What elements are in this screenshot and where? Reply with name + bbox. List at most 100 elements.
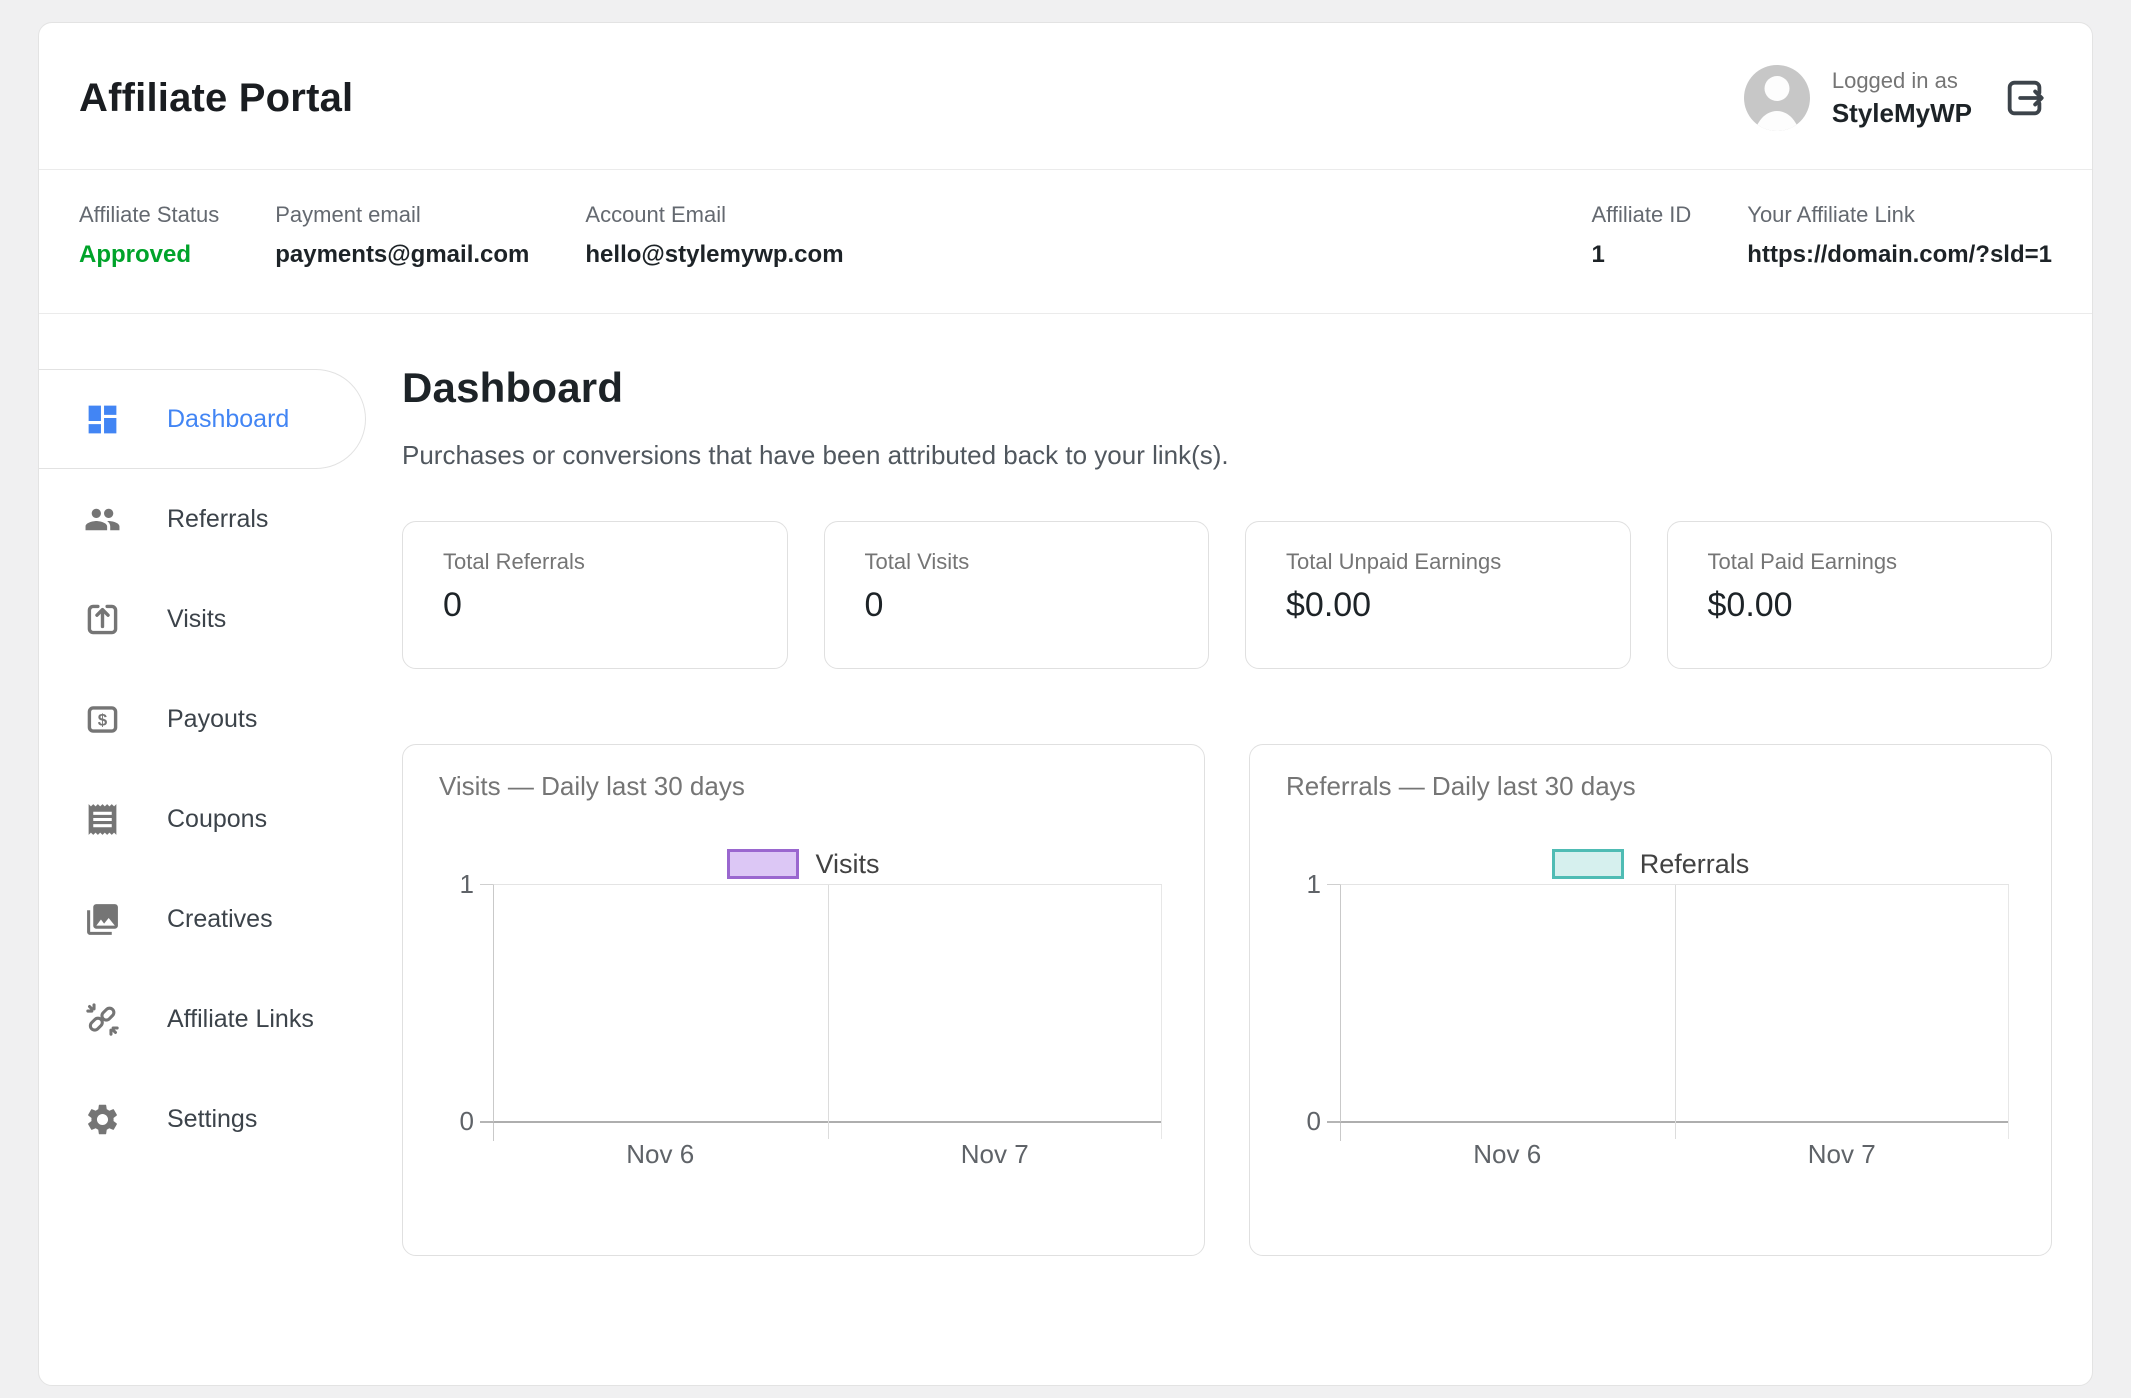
chart-legend: Visits xyxy=(439,846,1168,882)
affiliate-id-field: Affiliate ID 1 xyxy=(1591,202,1691,269)
logged-in-label: Logged in as xyxy=(1832,68,1972,94)
chart-title: Referrals — Daily last 30 days xyxy=(1286,771,2015,802)
x-axis-labels: Nov 6 Nov 7 xyxy=(493,1139,1162,1170)
sidebar-item-payouts[interactable]: $ Payouts xyxy=(39,669,366,769)
charts-row: Visits — Daily last 30 days Visits 1 0 xyxy=(402,744,2052,1256)
stat-value: $0.00 xyxy=(1286,586,1590,625)
main-content: Dashboard Purchases or conversions that … xyxy=(402,314,2092,1256)
dashboard-icon xyxy=(84,401,121,438)
affiliate-id-label: Affiliate ID xyxy=(1591,202,1691,228)
vertical-gridline xyxy=(1161,885,1162,1139)
people-icon xyxy=(84,501,121,538)
y-axis-tick xyxy=(1327,1121,1340,1123)
sidebar-item-label: Affiliate Links xyxy=(167,1005,314,1034)
sidebar-item-settings[interactable]: Settings xyxy=(39,1069,366,1169)
broken-link-icon xyxy=(84,1001,121,1038)
sidebar: Dashboard Referrals Visits xyxy=(39,314,402,1209)
x-axis-tick xyxy=(493,1123,494,1141)
stat-label: Total Paid Earnings xyxy=(1708,549,2012,575)
account-email-field: Account Email hello@stylemywp.com xyxy=(585,202,843,269)
affiliate-status-field: Affiliate Status Approved xyxy=(79,202,219,269)
sidebar-item-affiliate-links[interactable]: Affiliate Links xyxy=(39,969,366,1069)
x-axis-tick-label: Nov 7 xyxy=(1675,1139,2010,1170)
stat-label: Total Unpaid Earnings xyxy=(1286,549,1590,575)
affiliate-link-value: https://domain.com/?sld=1 xyxy=(1747,241,2052,269)
legend-label: Referrals xyxy=(1640,849,1750,880)
legend-swatch xyxy=(1552,849,1624,879)
account-email-label: Account Email xyxy=(585,202,843,228)
app-title: Affiliate Portal xyxy=(79,76,353,121)
dollar-card-icon: $ xyxy=(84,701,121,738)
sidebar-item-label: Visits xyxy=(167,605,226,634)
stat-label: Total Referrals xyxy=(443,549,747,575)
vertical-gridline xyxy=(1675,885,1676,1139)
visits-chart-card: Visits — Daily last 30 days Visits 1 0 xyxy=(402,744,1205,1256)
y-axis-tick-label: 0 xyxy=(440,1106,474,1137)
sidebar-item-dashboard[interactable]: Dashboard xyxy=(39,369,366,469)
x-axis-tick-label: Nov 6 xyxy=(1340,1139,1675,1170)
logout-button[interactable] xyxy=(2002,75,2048,121)
affiliate-status-value: Approved xyxy=(79,241,219,269)
sidebar-item-label: Dashboard xyxy=(167,405,289,434)
avatar xyxy=(1744,65,1810,131)
y-axis-tick xyxy=(480,1121,493,1123)
photo-library-icon xyxy=(84,901,121,938)
sidebar-item-label: Payouts xyxy=(167,705,257,734)
chart-plot-area: 1 0 xyxy=(493,884,1162,1123)
chart-plot-area: 1 0 xyxy=(1340,884,2009,1123)
stat-card-total-unpaid-earnings: Total Unpaid Earnings $0.00 xyxy=(1245,521,1631,669)
receipt-icon xyxy=(84,801,121,838)
sidebar-item-label: Coupons xyxy=(167,805,267,834)
stat-label: Total Visits xyxy=(865,549,1169,575)
y-axis-tick xyxy=(1327,884,1340,885)
chart-title: Visits — Daily last 30 days xyxy=(439,771,1168,802)
y-axis-tick-label: 1 xyxy=(1287,869,1321,900)
stat-value: 0 xyxy=(865,586,1169,625)
user-meta: Logged in as StyleMyWP xyxy=(1832,68,1972,129)
referrals-chart-card: Referrals — Daily last 30 days Referrals… xyxy=(1249,744,2052,1256)
upload-box-icon xyxy=(84,601,121,638)
x-axis-labels: Nov 6 Nov 7 xyxy=(1340,1139,2009,1170)
app-header: Affiliate Portal Logged in as StyleMyWP xyxy=(39,23,2092,169)
logout-icon xyxy=(2002,75,2048,121)
svg-text:$: $ xyxy=(98,710,108,729)
username: StyleMyWP xyxy=(1832,98,1972,129)
vertical-gridline xyxy=(2008,885,2009,1139)
stat-value: 0 xyxy=(443,586,747,625)
account-email-value: hello@stylemywp.com xyxy=(585,241,843,269)
x-axis-tick-label: Nov 6 xyxy=(493,1139,828,1170)
sidebar-item-label: Settings xyxy=(167,1105,257,1134)
page-title: Dashboard xyxy=(402,364,2052,412)
stats-row: Total Referrals 0 Total Visits 0 Total U… xyxy=(402,521,2052,669)
legend-label: Visits xyxy=(815,849,879,880)
affiliate-status-label: Affiliate Status xyxy=(79,202,219,228)
page-description: Purchases or conversions that have been … xyxy=(402,440,2052,471)
sidebar-item-label: Referrals xyxy=(167,505,268,534)
x-axis-tick xyxy=(1340,1123,1341,1141)
sidebar-item-coupons[interactable]: Coupons xyxy=(39,769,366,869)
affiliate-link-field: Your Affiliate Link https://domain.com/?… xyxy=(1747,202,2052,269)
stat-value: $0.00 xyxy=(1708,586,2012,625)
gear-icon xyxy=(84,1101,121,1138)
app-card: Affiliate Portal Logged in as StyleMyWP xyxy=(38,22,2093,1386)
user-box: Logged in as StyleMyWP xyxy=(1744,65,2048,131)
stat-card-total-referrals: Total Referrals 0 xyxy=(402,521,788,669)
y-axis-tick xyxy=(480,884,493,885)
sidebar-item-visits[interactable]: Visits xyxy=(39,569,366,669)
legend-swatch xyxy=(727,849,799,879)
affiliate-id-value: 1 xyxy=(1591,241,1691,269)
sidebar-item-label: Creatives xyxy=(167,905,273,934)
y-axis-tick-label: 1 xyxy=(440,869,474,900)
sidebar-item-creatives[interactable]: Creatives xyxy=(39,869,366,969)
info-bar: Affiliate Status Approved Payment email … xyxy=(39,170,2092,313)
payment-email-value: payments@gmail.com xyxy=(275,241,529,269)
affiliate-link-label: Your Affiliate Link xyxy=(1747,202,2052,228)
vertical-gridline xyxy=(828,885,829,1139)
chart-legend: Referrals xyxy=(1286,846,2015,882)
payment-email-label: Payment email xyxy=(275,202,529,228)
x-axis-tick-label: Nov 7 xyxy=(828,1139,1163,1170)
sidebar-item-referrals[interactable]: Referrals xyxy=(39,469,366,569)
stat-card-total-visits: Total Visits 0 xyxy=(824,521,1210,669)
y-axis-tick-label: 0 xyxy=(1287,1106,1321,1137)
stat-card-total-paid-earnings: Total Paid Earnings $0.00 xyxy=(1667,521,2053,669)
